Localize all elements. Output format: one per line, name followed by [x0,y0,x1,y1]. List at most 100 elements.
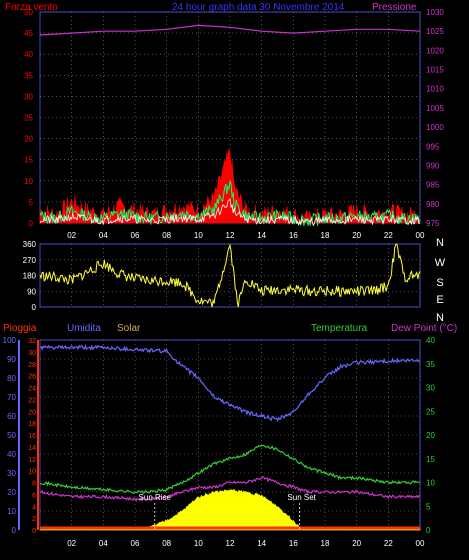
y-tick-label-wind: 50 [24,8,33,17]
y-tick-label-humidity: 30 [7,469,16,478]
y-tick-label-temperature: 0 [426,526,431,535]
y-tick-label-wind: 0 [29,219,34,228]
x-tick-label: 10 [194,539,203,548]
y-tick-label-pressure: 975 [426,219,440,228]
y-tick-label-pressure: 1020 [426,46,444,55]
y-tick-label-wind: 5 [29,198,34,207]
x-tick-label: 14 [257,231,266,240]
y-tick-label-humidity: 60 [7,412,16,421]
y-tick-label-wind: 20 [24,135,33,144]
y-tick-label-wind: 25 [24,114,33,123]
humidity-axis-title: Umidita [67,323,101,334]
series-dewpoint [39,475,421,502]
y-tick-label-rain: 20 [28,409,36,416]
y-tick-label-humidity: 50 [7,431,16,440]
y-tick-label-pressure: 985 [426,181,440,190]
rain-axis-title: Pioggia [3,323,37,334]
wind-pressure-panel: 0510152025303540455097598098599099510001… [24,8,444,240]
y-tick-label-humidity: 90 [7,355,16,364]
y-tick-label-wind: 15 [24,156,33,165]
y-tick-label-rain: 10 [28,469,36,476]
y-tick-label-direction: 180 [23,272,37,281]
compass-letter: E [436,294,443,306]
y-tick-label-rain: 28 [28,362,36,369]
y-tick-label-humidity: 40 [7,450,16,459]
y-tick-label-temperature: 20 [426,431,435,440]
x-tick-label: 22 [384,539,393,548]
y-tick-label-rain: 16 [28,433,36,440]
humidity-temperature-panel: 0102030405060708090100024681012141618202… [3,336,436,548]
temperature-axis-title: Temperatura [311,323,368,334]
x-tick-label: 08 [162,231,171,240]
y-tick-label-pressure: 1010 [426,85,444,94]
y-tick-label-wind: 45 [24,29,33,38]
compass-letter: S [436,277,443,289]
x-tick-label: 18 [321,231,330,240]
x-tick-label: 06 [131,231,140,240]
x-tick-label: 18 [321,539,330,548]
x-tick-label: 14 [257,539,266,548]
x-tick-label: 16 [289,231,298,240]
y-tick-label-temperature: 15 [426,455,435,464]
y-tick-label-pressure: 1025 [426,27,444,36]
y-tick-label-rain: 22 [28,397,36,404]
compass-letter: N [436,312,444,324]
dewpoint-axis-title: Dew Point (°C) [391,323,457,334]
y-tick-label-direction: 90 [27,287,36,296]
sunrise-label: Sun Rise [139,493,172,502]
x-tick-label: 20 [352,231,361,240]
y-tick-label-rain: 32 [28,338,36,345]
y-tick-label-direction: 270 [23,256,37,265]
y-tick-label-rain: 18 [28,421,36,428]
wind-direction-panel: 0 90 180 270 360 [23,240,421,312]
series-humidity [39,343,421,423]
y-tick-label-temperature: 35 [426,360,435,369]
x-tick-label: 16 [289,539,298,548]
x-tick-label: 00 [416,539,425,548]
series-wind-direction [39,243,421,308]
y-tick-label-rain: 8 [32,481,36,488]
x-tick-label: 20 [352,539,361,548]
compass-letter: W [435,257,446,269]
x-tick-label: 00 [416,231,425,240]
y-tick-label-rain: 24 [28,386,36,393]
y-tick-label-wind: 35 [24,71,33,80]
x-tick-label: 08 [162,539,171,548]
y-tick-label-rain: 4 [32,504,36,511]
pressure-axis-title: Pressione [372,2,417,13]
x-tick-label: 06 [131,539,140,548]
y-tick-label-rain: 30 [28,350,36,357]
y-tick-label-humidity: 70 [7,393,16,402]
y-tick-label-rain: 12 [28,457,36,464]
y-tick-label-temperature: 5 [426,502,431,511]
x-tick-label: 02 [67,539,76,548]
compass-letter: N [436,237,444,249]
y-tick-label-humidity: 0 [12,526,17,535]
series-wind-gust [39,180,421,226]
y-tick-label-pressure: 1015 [426,66,444,75]
x-tick-label: 10 [194,231,203,240]
y-tick-label-wind: 40 [24,50,33,59]
y-tick-label-humidity: 10 [7,507,16,516]
y-tick-label-rain: 0 [32,528,36,535]
y-tick-label-wind: 30 [24,92,33,101]
wind-axis-title: Forza vento [5,2,58,13]
y-tick-label-temperature: 25 [426,407,435,416]
y-tick-label-rain: 6 [32,492,36,499]
y-tick-label-humidity: 20 [7,488,16,497]
series-temperature [39,444,421,495]
series-wind-average [39,198,421,227]
y-tick-label-pressure: 995 [426,142,440,151]
series-pressure [39,24,421,36]
y-tick-label-wind: 10 [24,177,33,186]
y-tick-label-rain: 2 [32,516,36,523]
solar-axis-title: Solar [117,323,141,334]
y-tick-label-pressure: 1000 [426,123,444,132]
y-tick-label-humidity: 80 [7,374,16,383]
y-tick-label-rain: 14 [28,445,36,452]
y-tick-label-pressure: 1005 [426,104,444,113]
y-tick-label-direction: 0 [32,303,37,312]
